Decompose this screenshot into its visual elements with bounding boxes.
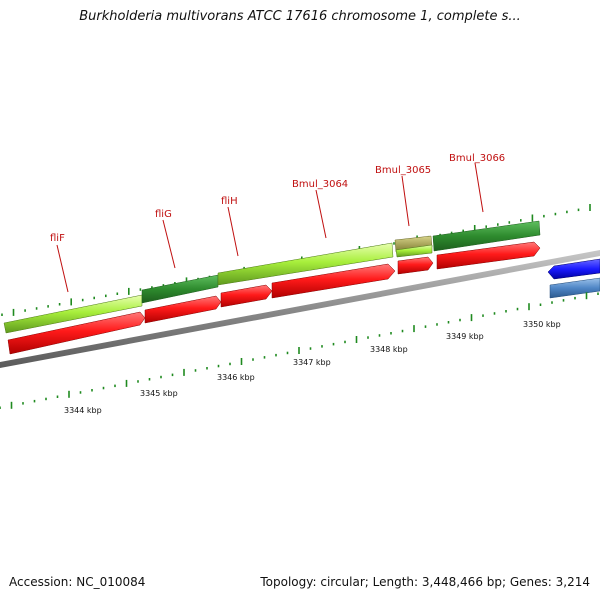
gene-label-bmul3066[interactable]: Bmul_3066 bbox=[449, 153, 505, 164]
cds-track bbox=[7, 241, 541, 355]
chromosome-backbone bbox=[0, 250, 600, 368]
neighbor-gene-steel[interactable] bbox=[549, 277, 600, 299]
kbp-label: 3350 kbp bbox=[523, 320, 561, 329]
callout-fliG bbox=[162, 219, 176, 269]
gene-label-bmul3065[interactable]: Bmul_3065 bbox=[375, 165, 431, 176]
cds-arrow-bmul3066[interactable] bbox=[436, 241, 541, 270]
gene-label-fliF[interactable]: fliF bbox=[50, 233, 65, 244]
kbp-label: 3348 kbp bbox=[370, 345, 408, 354]
cds-arrow-fliF[interactable] bbox=[7, 311, 146, 355]
cds-arrow-bmul3065[interactable] bbox=[397, 256, 434, 275]
kbp-label: 3349 kbp bbox=[446, 332, 484, 341]
callout-fliH bbox=[227, 206, 239, 257]
kbp-label: 3345 kbp bbox=[140, 389, 178, 398]
gene-feature-fliG[interactable] bbox=[141, 274, 219, 304]
callout-fliF bbox=[56, 244, 69, 293]
cds-arrow-fliH[interactable] bbox=[220, 284, 273, 308]
accession-text: Accession: NC_010084 bbox=[9, 575, 146, 589]
callout-bmul3064 bbox=[315, 189, 327, 239]
kbp-label: 3344 kbp bbox=[64, 406, 102, 415]
cds-arrow-bmul3064[interactable] bbox=[271, 263, 396, 299]
gene-label-fliH[interactable]: fliH bbox=[221, 196, 238, 207]
genome-summary-text: Topology: circular; Length: 3,448,466 bp… bbox=[260, 575, 590, 589]
cds-arrow-fliG[interactable] bbox=[144, 295, 222, 324]
gene-label-bmul3064[interactable]: Bmul_3064 bbox=[292, 179, 348, 190]
gene-track bbox=[3, 220, 541, 334]
map-title: Burkholderia multivorans ATCC 17616 chro… bbox=[79, 9, 521, 24]
neighbor-gene-blue[interactable] bbox=[547, 258, 600, 280]
gene-feature-fliF[interactable] bbox=[3, 294, 143, 334]
lower-ruler bbox=[0, 292, 599, 409]
gene-labels: fliF fliG fliH Bmul_3064 Bmul_3065 Bmul_… bbox=[50, 153, 505, 293]
gene-feature-fliH-bmul3064[interactable] bbox=[217, 242, 394, 286]
gene-feature-bmul3065-lower[interactable] bbox=[395, 244, 433, 258]
callout-bmul3065 bbox=[401, 175, 410, 227]
kbp-label: 3346 kbp bbox=[217, 373, 255, 382]
kbp-labels: 3344 kbp 3345 kbp 3346 kbp 3347 kbp 3348… bbox=[64, 320, 561, 415]
callout-bmul3066 bbox=[474, 162, 484, 213]
gene-label-fliG[interactable]: fliG bbox=[155, 209, 172, 220]
gene-feature-bmul3066[interactable] bbox=[432, 220, 541, 252]
kbp-label: 3347 kbp bbox=[293, 358, 331, 367]
